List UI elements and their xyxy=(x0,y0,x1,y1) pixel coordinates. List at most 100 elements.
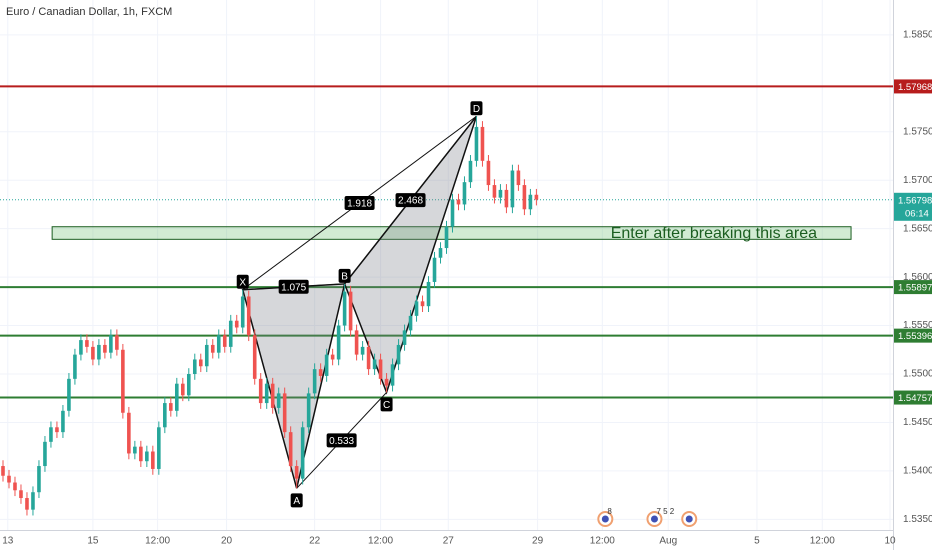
level-price-box xyxy=(894,328,932,343)
point-label-box xyxy=(338,268,351,283)
candle-body xyxy=(198,359,203,367)
candle-body xyxy=(216,335,221,353)
x-tick-label: 5 xyxy=(754,536,760,547)
candle-body xyxy=(163,403,167,428)
candle-body xyxy=(169,403,173,411)
candle-body xyxy=(456,199,461,205)
ratio-label-box xyxy=(326,433,357,448)
candle-body xyxy=(288,432,293,467)
x-tick-label: 10 xyxy=(884,536,896,547)
zone-label: Enter after breaking this area xyxy=(611,225,817,242)
candle-body xyxy=(384,378,389,386)
candle-body xyxy=(180,383,185,396)
candle-body xyxy=(432,257,437,282)
x-tick-label: 12:00 xyxy=(590,536,615,547)
event-label: 8 xyxy=(607,507,612,516)
ratio-label-box xyxy=(344,195,375,210)
point-label: C xyxy=(383,400,390,411)
candle-body xyxy=(79,340,83,355)
event-dot xyxy=(601,515,609,523)
candle-body xyxy=(115,335,119,350)
candle-body xyxy=(390,364,395,386)
candle-body xyxy=(444,226,449,249)
y-tick-label: 1.57000 xyxy=(903,175,932,186)
candle-body xyxy=(234,320,239,328)
candle-body xyxy=(474,126,479,161)
candle-body xyxy=(336,325,341,360)
ratio-label: 1.918 xyxy=(347,199,372,210)
candle-body xyxy=(157,427,161,469)
candle-body xyxy=(19,490,23,499)
point-label-box xyxy=(290,493,303,508)
event-label: 7 5 2 xyxy=(656,507,674,516)
ratio-label: 1.075 xyxy=(281,282,306,293)
x-tick-label: 13 xyxy=(2,536,14,547)
point-label-box xyxy=(236,274,249,289)
ratio-label: 2.468 xyxy=(398,196,423,207)
x-tick-label: Aug xyxy=(659,536,677,547)
candle-body xyxy=(103,344,107,353)
y-tick-label: 1.54500 xyxy=(903,417,932,428)
candle-body xyxy=(372,359,377,370)
candle-body xyxy=(37,466,41,493)
x-tick-label: 22 xyxy=(309,536,321,547)
countdown-label: 06:14 xyxy=(905,208,929,219)
candle-body xyxy=(324,354,329,376)
candle-body xyxy=(516,170,521,186)
candle-body xyxy=(49,427,53,442)
level-price-box xyxy=(894,390,932,405)
candle-body xyxy=(534,194,539,200)
chart-title: Euro / Canadian Dollar, 1h, FXCM xyxy=(6,6,172,18)
candle-body xyxy=(127,412,131,454)
y-tick-label: 1.53500 xyxy=(903,514,932,525)
candle-body xyxy=(348,291,353,331)
candle-body xyxy=(486,160,491,186)
candle-body xyxy=(402,330,407,345)
candle-body xyxy=(300,427,305,479)
candle-body xyxy=(426,281,431,307)
candle-body xyxy=(13,482,17,491)
candle-body xyxy=(121,349,125,413)
ratio-label-box xyxy=(278,279,309,294)
candle-body xyxy=(264,383,269,404)
y-tick-label: 1.56000 xyxy=(903,272,932,283)
last-price-label: 1.56798 xyxy=(898,195,932,206)
candle-body xyxy=(55,427,59,433)
point-label-box xyxy=(470,101,483,116)
x-tick-label: 20 xyxy=(221,536,233,547)
candle-body xyxy=(354,330,359,355)
candle-body xyxy=(312,369,317,394)
candle-body xyxy=(330,354,335,360)
candle-body xyxy=(151,451,155,469)
event-dot xyxy=(685,515,693,523)
candle-body xyxy=(252,335,257,379)
candle-body xyxy=(408,315,413,331)
candle-body xyxy=(186,374,191,396)
candle-body xyxy=(282,393,287,433)
candle-body xyxy=(1,466,5,476)
candle-body xyxy=(109,335,113,353)
x-tick-label: 27 xyxy=(443,536,455,547)
candle-body xyxy=(85,340,89,347)
candle-body xyxy=(228,320,233,347)
candle-body xyxy=(210,344,215,353)
candle-body xyxy=(67,378,71,411)
candle-body xyxy=(414,301,419,316)
candle-body xyxy=(492,185,497,198)
y-tick-label: 1.57500 xyxy=(903,126,932,137)
candle-body xyxy=(420,301,425,307)
candle-body xyxy=(204,344,209,367)
candle-body xyxy=(97,344,101,360)
candle-body xyxy=(25,498,29,510)
candle-body xyxy=(468,160,473,183)
candle-body xyxy=(258,378,263,404)
x-tick-label: 12:00 xyxy=(368,536,393,547)
y-tick-label: 1.58500 xyxy=(903,30,932,41)
candle-body xyxy=(498,189,503,198)
x-tick-label: 29 xyxy=(532,536,544,547)
point-label: B xyxy=(341,272,348,283)
candle-body xyxy=(31,492,35,510)
last-price-box xyxy=(894,192,932,221)
